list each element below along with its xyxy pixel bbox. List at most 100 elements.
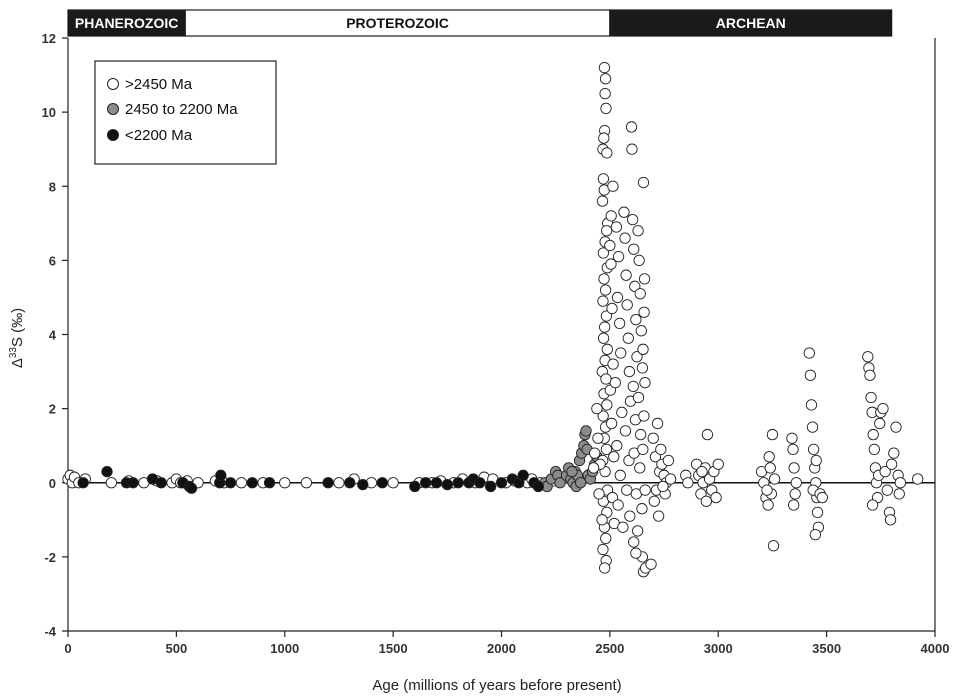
data-point-open bbox=[626, 143, 638, 155]
x-tick-label: 1500 bbox=[379, 641, 408, 656]
data-point-open bbox=[761, 484, 773, 496]
data-point-black bbox=[155, 477, 167, 489]
data-point-open bbox=[893, 488, 905, 500]
data-point-open bbox=[652, 510, 665, 522]
data-point-open bbox=[387, 477, 399, 489]
data-point-black bbox=[452, 477, 464, 489]
data-point-open bbox=[628, 243, 640, 255]
data-point-black bbox=[495, 477, 508, 489]
data-point-open bbox=[803, 347, 815, 359]
data-points bbox=[62, 62, 924, 578]
data-point-open bbox=[811, 506, 824, 519]
data-point-open bbox=[816, 491, 828, 504]
data-point-open bbox=[634, 462, 646, 474]
y-tick-label: 4 bbox=[49, 328, 57, 343]
data-point-open bbox=[612, 499, 624, 511]
data-point-open bbox=[620, 269, 632, 281]
data-point-open bbox=[598, 273, 610, 285]
data-point-open bbox=[593, 488, 605, 500]
data-point-open bbox=[599, 73, 612, 85]
data-point-black bbox=[419, 477, 432, 489]
data-point-open bbox=[627, 380, 639, 393]
data-point-black bbox=[224, 477, 237, 489]
data-point-open bbox=[763, 451, 775, 463]
data-point-open bbox=[881, 484, 893, 496]
x-axis-title: Age (millions of years before present) bbox=[372, 677, 621, 694]
data-point-open bbox=[626, 213, 639, 226]
y-tick-label: 8 bbox=[49, 179, 56, 194]
eon-label-phanerozoic: PHANEROZOIC bbox=[75, 15, 178, 31]
data-point-open bbox=[645, 558, 657, 570]
data-point-open bbox=[597, 173, 610, 185]
data-point-open bbox=[596, 195, 609, 207]
data-point-open bbox=[600, 310, 613, 322]
data-point-black bbox=[77, 477, 89, 489]
data-point-open bbox=[621, 299, 633, 311]
data-point-black bbox=[322, 477, 334, 489]
data-point-open bbox=[601, 343, 613, 355]
data-point-open bbox=[591, 402, 603, 415]
data-point-black bbox=[344, 477, 356, 489]
data-point-black bbox=[485, 480, 497, 493]
data-point-open bbox=[890, 421, 902, 433]
data-point-open bbox=[788, 499, 800, 511]
data-point-open bbox=[600, 102, 612, 115]
data-point-black bbox=[263, 477, 276, 489]
data-point-open bbox=[600, 225, 613, 237]
data-point-open bbox=[762, 499, 774, 511]
data-point-open bbox=[877, 402, 889, 415]
data-point-open bbox=[655, 443, 667, 456]
data-point-open bbox=[635, 428, 647, 441]
legend: >2450 Ma 2450 to 2200 Ma <2200 Ma bbox=[94, 60, 277, 165]
data-point-open bbox=[587, 462, 600, 474]
legend-label-2450-2200: 2450 to 2200 Ma bbox=[125, 101, 238, 118]
y-tick-label: -4 bbox=[44, 624, 56, 639]
data-point-open bbox=[866, 499, 879, 511]
x-tick-label: 2500 bbox=[595, 641, 624, 656]
data-point-open bbox=[912, 473, 924, 485]
data-point-black bbox=[357, 478, 369, 491]
data-point-open bbox=[625, 121, 638, 133]
data-point-black bbox=[101, 465, 113, 478]
data-point-open bbox=[632, 225, 644, 237]
data-point-open bbox=[600, 373, 612, 385]
data-point-open bbox=[664, 473, 677, 485]
x-tick-label: 1000 bbox=[270, 641, 299, 656]
data-point-open bbox=[809, 528, 822, 541]
data-point-open bbox=[611, 440, 623, 452]
data-point-open bbox=[617, 521, 629, 533]
data-point-open bbox=[638, 410, 650, 422]
data-point-open bbox=[806, 421, 819, 433]
geologic-eon-band: PHANEROZOIC PROTEROZOIC ARCHEAN bbox=[67, 9, 893, 37]
legend-marker-gray bbox=[107, 103, 119, 115]
data-point-open bbox=[888, 447, 900, 459]
data-point-open bbox=[631, 351, 643, 363]
data-point-open bbox=[894, 477, 906, 489]
data-point-black bbox=[246, 477, 258, 489]
data-point-open bbox=[807, 443, 820, 456]
data-point-open bbox=[805, 399, 818, 411]
x-tick-label: 4000 bbox=[921, 641, 950, 656]
data-point-open bbox=[865, 391, 877, 404]
data-point-open bbox=[766, 428, 779, 441]
data-point-open bbox=[618, 206, 630, 218]
data-point-open bbox=[597, 410, 609, 422]
data-point-open bbox=[600, 443, 613, 456]
data-point-open bbox=[632, 391, 645, 404]
data-point-open bbox=[868, 443, 880, 456]
data-point-open bbox=[864, 369, 876, 381]
data-point-open bbox=[105, 477, 118, 489]
data-point-open bbox=[633, 254, 645, 267]
data-point-open bbox=[619, 425, 632, 437]
x-tick-label: 0 bbox=[64, 641, 71, 656]
data-point-open bbox=[611, 291, 624, 304]
data-point-open bbox=[630, 314, 642, 326]
y-tick-label: 6 bbox=[49, 253, 56, 268]
eon-label-proterozoic: PROTEROZOIC bbox=[346, 15, 449, 31]
data-point-open bbox=[600, 532, 612, 544]
y-tick-label: -2 bbox=[44, 550, 56, 565]
y-tick-label: 2 bbox=[49, 402, 56, 417]
data-point-open bbox=[613, 317, 626, 330]
data-point-open bbox=[648, 495, 660, 507]
